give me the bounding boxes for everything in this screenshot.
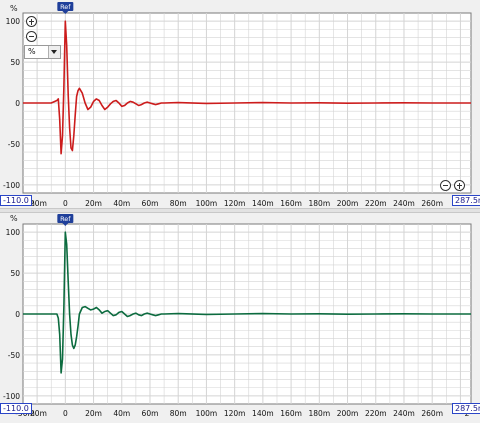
bottom-left-range-box[interactable]: -110.0	[0, 403, 32, 414]
x-tick-label: 40m	[113, 199, 130, 208]
y-tick-label: 50	[10, 58, 20, 67]
x-tick-label: 120m	[224, 199, 246, 208]
x-tick-label: 160m	[280, 199, 302, 208]
y-tick-label: 100	[6, 228, 21, 237]
x-tick-label: 220m	[365, 199, 387, 208]
y-tick-label: -100	[3, 392, 20, 401]
top-unit-header: %	[10, 4, 18, 13]
x-tick-label: 120m	[224, 409, 246, 418]
chevron-down-icon	[48, 46, 60, 58]
ref-marker[interactable]: Ref	[57, 214, 74, 226]
x-tick-label: 180m	[309, 409, 331, 418]
bottom-impulse-chart[interactable]: -50m-20m020m40m60m80m100m120m140m160m180…	[0, 213, 480, 423]
x-tick-label: 100m	[196, 199, 218, 208]
y-tick-label: 0	[15, 310, 20, 319]
y-tick-label: -50	[8, 140, 20, 149]
x-tick-label: 40m	[113, 409, 130, 418]
top-impulse-chart[interactable]: -50m-20m020m40m60m80m100m120m140m160m180…	[0, 0, 480, 208]
top-right-range-box[interactable]: 287.5m	[452, 195, 480, 206]
y-tick-label: 0	[15, 99, 20, 108]
x-tick-label: 140m	[252, 199, 274, 208]
y-tick-label: -50	[8, 351, 20, 360]
x-tick-label: 200m	[337, 199, 359, 208]
x-tick-label: 160m	[280, 409, 302, 418]
x-tick-label: 260m	[421, 199, 443, 208]
impulse-trace	[23, 20, 471, 155]
unit-select-value: %	[28, 47, 36, 56]
x-tick-label: 180m	[309, 199, 331, 208]
top-zoom-out-icon[interactable]	[26, 31, 37, 42]
bottom-unit-header: %	[10, 214, 18, 223]
x-tick-label: 60m	[142, 199, 159, 208]
unit-select[interactable]: %	[24, 45, 61, 59]
top-x-zoom-out-icon[interactable]	[440, 180, 451, 191]
x-tick-label: 20m	[85, 199, 102, 208]
top-x-zoom-in-icon[interactable]	[454, 180, 465, 191]
x-tick-label: -20m	[27, 199, 47, 208]
ref-marker-label: Ref	[60, 215, 71, 223]
top-graph-panel: % -50m-20m020m40m60m80m100m120m140m160m1…	[0, 0, 480, 208]
ref-marker[interactable]: Ref	[57, 2, 74, 14]
ref-marker-label: Ref	[60, 3, 71, 11]
x-tick-label: 260m	[421, 409, 443, 418]
impulse-trace	[23, 231, 471, 374]
x-tick-label: 0	[63, 409, 68, 418]
x-tick-label: 220m	[365, 409, 387, 418]
bottom-right-range-box[interactable]: 287.5m	[452, 403, 480, 414]
top-zoom-in-icon[interactable]	[26, 16, 37, 27]
y-tick-label: -100	[3, 181, 20, 190]
x-tick-label: 80m	[170, 409, 187, 418]
x-tick-label: 0	[63, 199, 68, 208]
x-tick-label: 240m	[393, 409, 415, 418]
x-tick-label: 240m	[393, 199, 415, 208]
top-left-range-box[interactable]: -110.0	[0, 195, 32, 206]
x-tick-label: 200m	[337, 409, 359, 418]
bottom-graph-panel: % -50m-20m020m40m60m80m100m120m140m160m1…	[0, 213, 480, 423]
x-tick-label: 20m	[85, 409, 102, 418]
x-tick-label: 80m	[170, 199, 187, 208]
y-tick-label: 50	[10, 269, 20, 278]
y-tick-label: 100	[6, 17, 21, 26]
graph-splitter[interactable]	[0, 208, 480, 213]
x-tick-label: 100m	[196, 409, 218, 418]
x-tick-label: -20m	[27, 409, 47, 418]
x-tick-label: 140m	[252, 409, 274, 418]
x-tick-label: 60m	[142, 409, 159, 418]
